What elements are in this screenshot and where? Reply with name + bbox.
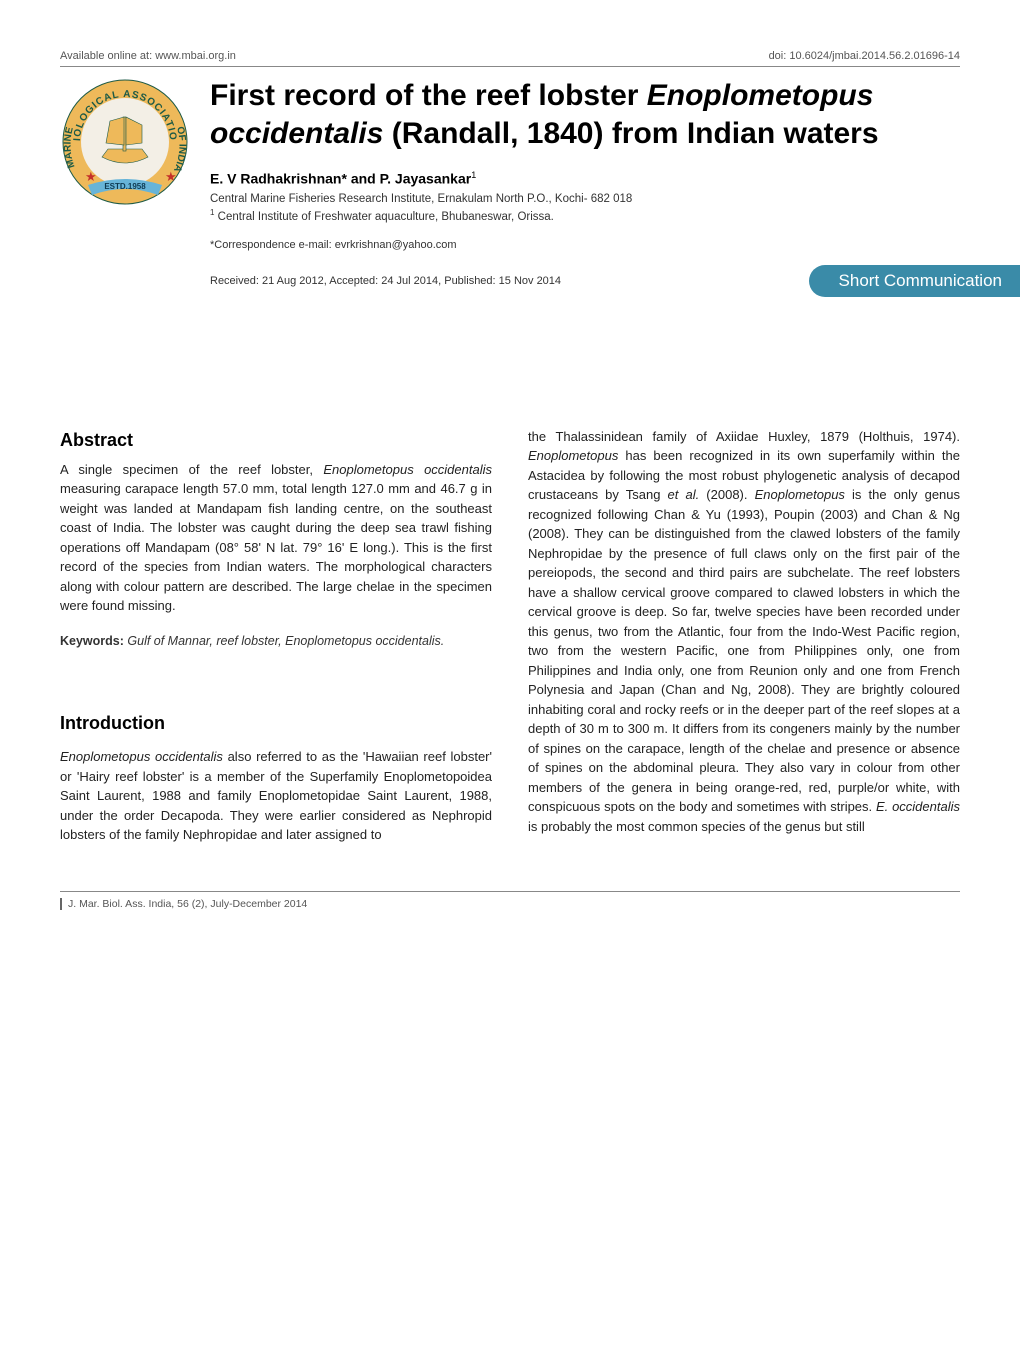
svg-text:★: ★ — [165, 169, 177, 184]
doi: doi: 10.6024/jmbai.2014.56.2.01696-14 — [769, 50, 960, 62]
page-footer: J. Mar. Biol. Ass. India, 56 (2), July-D… — [60, 891, 960, 910]
article-dates: Received: 21 Aug 2012, Accepted: 24 Jul … — [210, 275, 797, 287]
footer-citation: J. Mar. Biol. Ass. India, 56 (2), July-D… — [60, 898, 307, 910]
title-block: First record of the reef lobster Enoplom… — [210, 77, 960, 297]
left-column: Abstract A single specimen of the reef l… — [60, 427, 492, 845]
available-online: Available online at: www.mbai.org.in — [60, 50, 236, 62]
introduction-heading: Introduction — [60, 710, 492, 737]
journal-logo: BIOLOGICAL ASSOCIATION MARINE OF INDIA — [60, 77, 190, 207]
keywords: Keywords: Gulf of Mannar, reef lobster, … — [60, 632, 492, 651]
authors: E. V Radhakrishnan* and P. Jayasankar1 — [210, 170, 960, 187]
body-continued: the Thalassinidean family of Axiidae Hux… — [528, 427, 960, 837]
meta-row: Received: 21 Aug 2012, Accepted: 24 Jul … — [210, 265, 960, 297]
introduction-text: Enoplometopus occidentalis also referred… — [60, 747, 492, 845]
top-bar: Available online at: www.mbai.org.in doi… — [60, 50, 960, 67]
keywords-label: Keywords: — [60, 634, 124, 648]
correspondence: *Correspondence e-mail: evrkrishnan@yaho… — [210, 239, 960, 251]
article-type-badge: Short Communication — [809, 265, 1020, 297]
abstract-text: A single specimen of the reef lobster, E… — [60, 460, 492, 616]
mbai-logo-icon: BIOLOGICAL ASSOCIATION MARINE OF INDIA — [60, 77, 190, 207]
svg-text:ESTD.1958: ESTD.1958 — [104, 182, 146, 191]
body-columns: Abstract A single specimen of the reef l… — [60, 427, 960, 845]
abstract-heading: Abstract — [60, 427, 492, 454]
right-column: the Thalassinidean family of Axiidae Hux… — [528, 427, 960, 845]
affiliation-1: Central Marine Fisheries Research Instit… — [210, 191, 960, 207]
article-title: First record of the reef lobster Enoplom… — [210, 77, 960, 152]
affiliation-2: 1 Central Institute of Freshwater aquacu… — [210, 207, 960, 225]
svg-text:★: ★ — [85, 169, 97, 184]
keywords-text: Gulf of Mannar, reef lobster, Enoplometo… — [127, 634, 444, 648]
header-row: BIOLOGICAL ASSOCIATION MARINE OF INDIA — [60, 77, 960, 297]
